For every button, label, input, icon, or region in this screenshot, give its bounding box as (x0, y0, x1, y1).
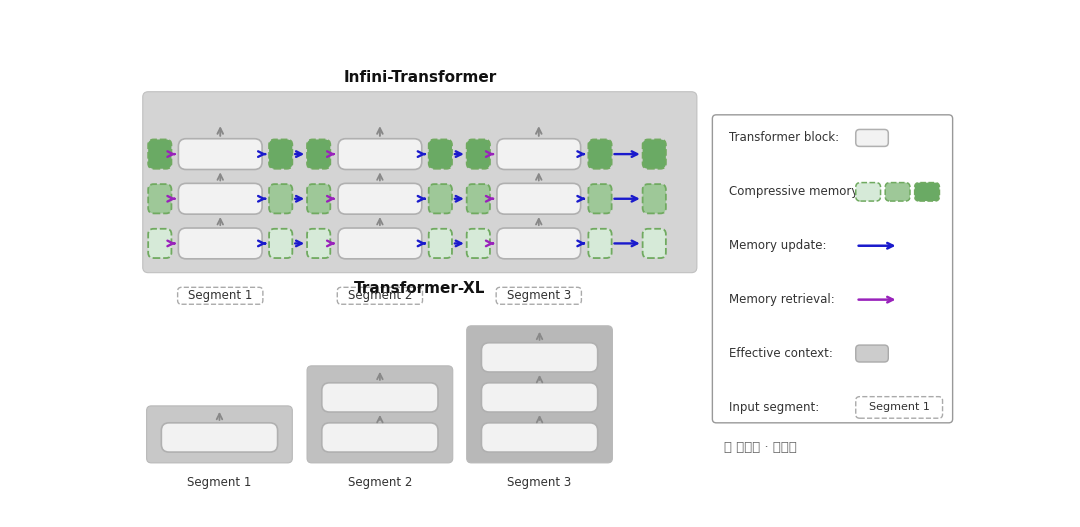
FancyBboxPatch shape (855, 130, 889, 147)
Text: Segment 2: Segment 2 (348, 476, 413, 490)
FancyBboxPatch shape (643, 140, 666, 169)
FancyBboxPatch shape (338, 139, 422, 170)
FancyBboxPatch shape (178, 183, 262, 214)
FancyBboxPatch shape (307, 229, 330, 258)
Text: Segment 3: Segment 3 (507, 289, 571, 302)
Text: Segment 1: Segment 1 (188, 289, 253, 302)
FancyBboxPatch shape (148, 140, 172, 169)
FancyBboxPatch shape (589, 229, 611, 258)
FancyBboxPatch shape (337, 287, 422, 304)
FancyBboxPatch shape (713, 115, 953, 423)
Text: Effective context:: Effective context: (729, 347, 834, 360)
FancyBboxPatch shape (177, 474, 262, 491)
FancyBboxPatch shape (497, 228, 581, 259)
FancyBboxPatch shape (643, 184, 666, 213)
FancyBboxPatch shape (269, 229, 293, 258)
FancyBboxPatch shape (855, 345, 889, 362)
Text: Compressive memory:: Compressive memory: (729, 186, 862, 198)
FancyBboxPatch shape (467, 229, 490, 258)
Text: Input segment:: Input segment: (729, 401, 820, 414)
Text: Segment 1: Segment 1 (187, 476, 252, 490)
FancyBboxPatch shape (269, 140, 293, 169)
FancyBboxPatch shape (322, 423, 438, 452)
Text: Segment 3: Segment 3 (508, 476, 571, 490)
FancyBboxPatch shape (147, 406, 293, 463)
FancyBboxPatch shape (177, 287, 262, 304)
FancyBboxPatch shape (143, 92, 697, 272)
FancyBboxPatch shape (497, 139, 581, 170)
FancyBboxPatch shape (497, 183, 581, 214)
Text: Transformer-XL: Transformer-XL (354, 280, 486, 296)
FancyBboxPatch shape (337, 474, 422, 491)
Text: Segment 2: Segment 2 (348, 289, 413, 302)
FancyBboxPatch shape (482, 423, 597, 452)
FancyBboxPatch shape (855, 397, 943, 418)
FancyBboxPatch shape (307, 140, 330, 169)
FancyBboxPatch shape (148, 229, 172, 258)
FancyBboxPatch shape (482, 383, 597, 412)
FancyBboxPatch shape (886, 182, 910, 201)
FancyBboxPatch shape (855, 182, 880, 201)
FancyBboxPatch shape (161, 423, 278, 452)
FancyBboxPatch shape (178, 139, 262, 170)
FancyBboxPatch shape (429, 184, 451, 213)
FancyBboxPatch shape (322, 383, 438, 412)
FancyBboxPatch shape (429, 229, 451, 258)
FancyBboxPatch shape (589, 140, 611, 169)
FancyBboxPatch shape (915, 182, 940, 201)
FancyBboxPatch shape (269, 184, 293, 213)
Text: Infini-Transformer: Infini-Transformer (343, 71, 497, 85)
Text: Memory retrieval:: Memory retrieval: (729, 293, 835, 306)
FancyBboxPatch shape (467, 140, 490, 169)
FancyBboxPatch shape (338, 228, 422, 259)
FancyBboxPatch shape (307, 184, 330, 213)
FancyBboxPatch shape (496, 287, 581, 304)
FancyBboxPatch shape (467, 326, 612, 463)
FancyBboxPatch shape (307, 366, 453, 463)
FancyBboxPatch shape (429, 140, 451, 169)
Text: Transformer block:: Transformer block: (729, 131, 839, 144)
Text: 📣 公众号 · 量子位: 📣 公众号 · 量子位 (724, 441, 797, 454)
FancyBboxPatch shape (178, 228, 262, 259)
FancyBboxPatch shape (482, 343, 597, 372)
FancyBboxPatch shape (148, 184, 172, 213)
FancyBboxPatch shape (643, 229, 666, 258)
FancyBboxPatch shape (467, 184, 490, 213)
Text: Segment 1: Segment 1 (868, 403, 930, 413)
FancyBboxPatch shape (497, 474, 582, 491)
Text: Memory update:: Memory update: (729, 239, 827, 252)
FancyBboxPatch shape (338, 183, 422, 214)
FancyBboxPatch shape (589, 184, 611, 213)
